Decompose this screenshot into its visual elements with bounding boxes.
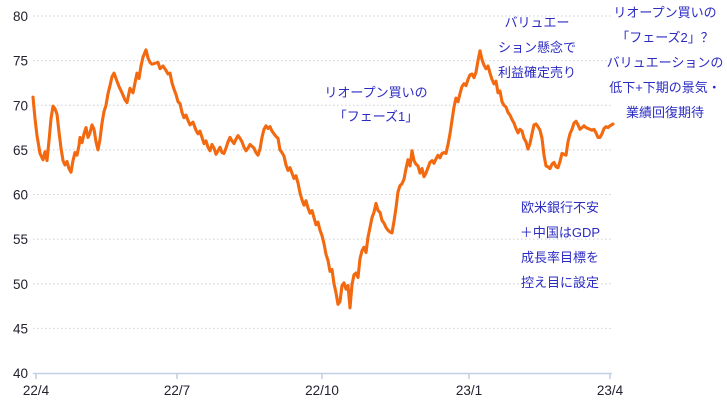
annotation-text: バリュエーションの xyxy=(606,55,724,70)
annotation-text: リオープン買いの xyxy=(613,5,717,20)
annotation-phase1: リオープン買いの 「フェーズ1」 xyxy=(311,81,441,129)
price-line xyxy=(31,48,615,310)
y-axis-label: 50 xyxy=(13,277,28,292)
y-axis-label: 60 xyxy=(13,188,28,203)
annotation-text: 低下+下期の景気・ xyxy=(609,80,721,95)
annotation-text: ション懸念で xyxy=(497,40,576,55)
y-axis-label: 75 xyxy=(13,54,28,69)
x-axis-label: 22/10 xyxy=(305,383,339,398)
annotation-bank-anxiety: 欧米銀行不安 ＋中国はGDP 成長率目標を 控え目に設定 xyxy=(506,195,614,295)
annotation-text: 控え目に設定 xyxy=(520,275,599,290)
annotation-phase2: リオープン買いの 「フェーズ2」？ バリュエーションの 低下+下期の景気・ 業績… xyxy=(603,0,727,125)
y-axis-label: 70 xyxy=(13,98,28,113)
annotation-valuation-selloff: バリュエー ション懸念で 利益確定売り xyxy=(492,10,582,85)
y-axis-label: 55 xyxy=(13,232,28,247)
annotation-text: 利益確定売り xyxy=(497,65,576,80)
annotation-text: リオープン買いの xyxy=(324,85,428,100)
y-axis-label: 45 xyxy=(13,321,28,336)
y-axis-label: 65 xyxy=(13,143,28,158)
annotation-text: 業績回復期待 xyxy=(625,105,704,120)
y-axis-label: 40 xyxy=(13,366,28,381)
y-axis-label: 80 xyxy=(13,9,28,24)
x-axis-label: 23/1 xyxy=(456,383,482,398)
annotation-text: 「フェーズ2」？ xyxy=(616,30,714,45)
annotation-text: 成長率目標を xyxy=(520,250,599,265)
annotation-text: バリュエー xyxy=(504,15,570,30)
x-axis-label: 22/4 xyxy=(23,383,50,398)
annotation-text: 欧米銀行不安 xyxy=(520,200,599,215)
annotation-text: ＋中国はGDP xyxy=(519,225,601,240)
x-axis-label: 23/4 xyxy=(597,383,624,398)
x-axis-label: 22/7 xyxy=(164,383,190,398)
annotation-text: 「フェーズ1」 xyxy=(333,109,419,124)
